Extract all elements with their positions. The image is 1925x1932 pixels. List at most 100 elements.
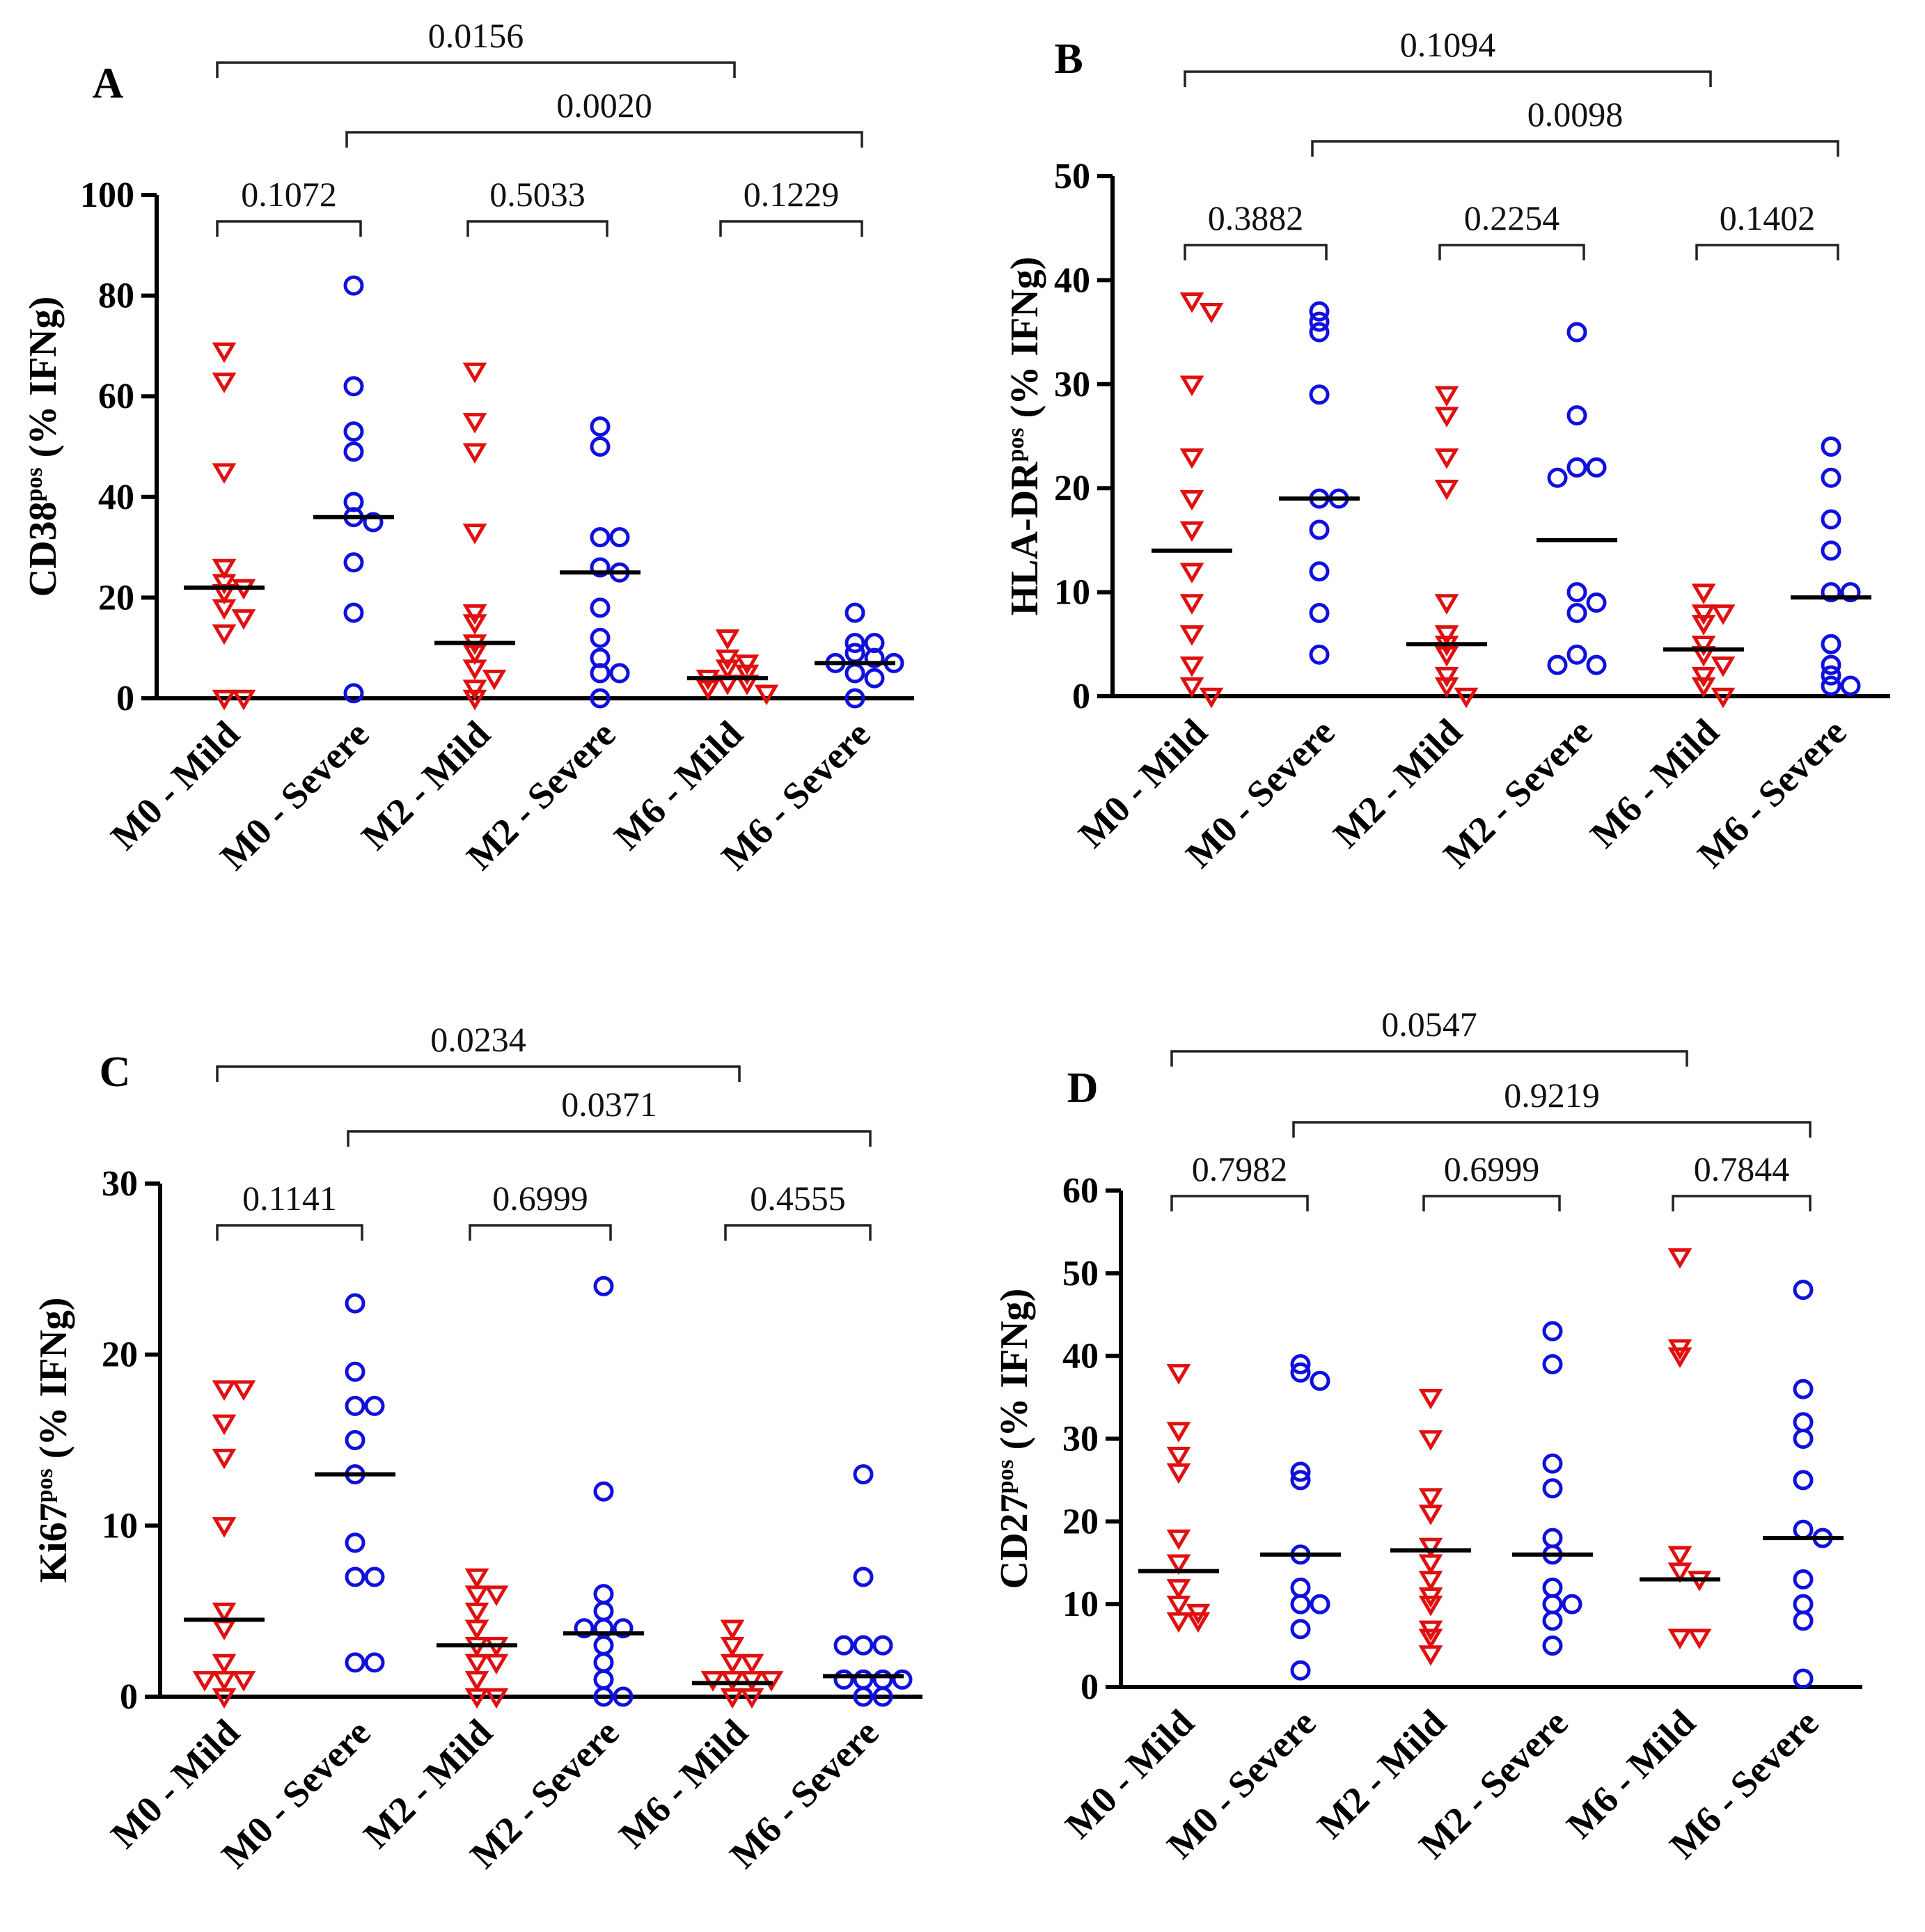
p-value-label: 0.1072 bbox=[241, 175, 337, 214]
data-point-severe bbox=[590, 557, 611, 578]
data-point-severe bbox=[1542, 1610, 1563, 1631]
data-point-severe bbox=[343, 275, 364, 296]
data-point-mild bbox=[212, 624, 237, 645]
data-point-mild bbox=[482, 669, 507, 691]
data-point-severe bbox=[1290, 1461, 1311, 1482]
data-point-severe bbox=[1309, 311, 1330, 332]
data-point-severe bbox=[1542, 1354, 1563, 1375]
data-point-severe bbox=[1586, 457, 1607, 478]
y-tick-label: 30 bbox=[102, 1164, 138, 1204]
y-axis-label-unit: (% IFNg) bbox=[1003, 257, 1046, 428]
data-point-severe bbox=[1542, 1527, 1563, 1548]
panel-letter: A bbox=[93, 60, 124, 107]
p-value-label: 0.7844 bbox=[1694, 1149, 1790, 1188]
data-point-severe bbox=[1290, 1594, 1311, 1615]
comparison-bracket bbox=[466, 220, 608, 237]
y-tick-label: 20 bbox=[98, 578, 134, 618]
data-point-mild bbox=[1434, 677, 1459, 698]
data-point-mild bbox=[1418, 1571, 1443, 1592]
comparison-bracket bbox=[216, 1065, 741, 1082]
data-point-mild bbox=[720, 1637, 745, 1658]
data-point-severe bbox=[844, 663, 865, 684]
data-point-mild bbox=[1166, 1364, 1191, 1385]
data-point-mild bbox=[1179, 375, 1204, 397]
data-point-severe bbox=[844, 632, 865, 653]
data-point-mild bbox=[462, 362, 487, 384]
data-point-mild bbox=[1179, 677, 1204, 698]
data-point-mild bbox=[1179, 563, 1204, 584]
data-point-mild bbox=[464, 1671, 489, 1692]
data-point-mild bbox=[1166, 1529, 1191, 1550]
data-point-mild bbox=[1179, 489, 1204, 511]
data-point-mild bbox=[231, 1671, 256, 1692]
data-point-severe bbox=[1793, 1610, 1814, 1631]
data-point-severe bbox=[1821, 634, 1841, 654]
y-tick-label: 60 bbox=[98, 377, 134, 416]
data-point-severe bbox=[1793, 1668, 1814, 1689]
comparison-bracket bbox=[1292, 1121, 1812, 1138]
comparison-bracket bbox=[1422, 1195, 1561, 1211]
comparison-bracket bbox=[1170, 1050, 1688, 1067]
data-point-mild bbox=[1691, 666, 1716, 688]
data-point-mild bbox=[1691, 615, 1716, 636]
y-tick-label: 0 bbox=[1081, 1667, 1099, 1707]
data-point-mild bbox=[1667, 1628, 1692, 1649]
data-point-severe bbox=[1821, 654, 1841, 675]
data-point-severe bbox=[1310, 1594, 1330, 1615]
data-point-severe bbox=[364, 1566, 385, 1587]
data-point-mild bbox=[1418, 1388, 1443, 1410]
data-point-mild bbox=[1199, 302, 1224, 324]
data-point-severe bbox=[1586, 592, 1607, 613]
data-point-severe bbox=[872, 1669, 893, 1690]
data-point-severe bbox=[833, 1635, 854, 1656]
data-point-mild bbox=[462, 644, 487, 666]
data-point-mild bbox=[739, 1671, 764, 1692]
data-point-mild bbox=[1434, 625, 1459, 646]
data-point-mild bbox=[464, 1688, 489, 1709]
data-point-mild bbox=[212, 1448, 237, 1470]
data-point-severe bbox=[363, 512, 384, 533]
data-point-severe bbox=[590, 597, 611, 618]
y-tick-label: 10 bbox=[1054, 573, 1090, 613]
data-point-mild bbox=[1166, 1595, 1191, 1617]
data-point-severe bbox=[844, 688, 865, 709]
y-tick-label: 10 bbox=[1062, 1585, 1099, 1624]
p-value-label: 0.1229 bbox=[744, 175, 840, 214]
data-point-severe bbox=[1821, 540, 1841, 561]
comparison-bracket bbox=[1184, 244, 1328, 260]
data-point-mild bbox=[1186, 1612, 1211, 1633]
data-point-mild bbox=[1179, 292, 1204, 313]
data-point-severe bbox=[593, 1669, 614, 1690]
y-tick-label: 40 bbox=[1054, 260, 1090, 300]
y-axis-label: Ki67pos (% IFNg) bbox=[32, 1297, 75, 1582]
data-point-mild bbox=[754, 684, 779, 706]
data-point-severe bbox=[1542, 1478, 1563, 1499]
data-point-mild bbox=[696, 680, 721, 700]
data-point-severe bbox=[1542, 1635, 1563, 1656]
y-axis-label: CD38pos (% IFNg) bbox=[22, 297, 65, 597]
data-point-severe bbox=[590, 688, 611, 709]
y-axis-label-main: Ki67 bbox=[32, 1502, 75, 1582]
data-point-severe bbox=[844, 602, 865, 623]
y-tick-label: 30 bbox=[1054, 365, 1090, 405]
data-point-mild bbox=[462, 524, 487, 544]
y-tick-label: 80 bbox=[98, 276, 134, 316]
data-point-severe bbox=[1542, 1321, 1563, 1342]
data-point-severe bbox=[1821, 509, 1841, 530]
data-point-mild bbox=[715, 659, 740, 680]
panel-letter: B bbox=[1054, 36, 1083, 83]
data-point-severe bbox=[1309, 644, 1330, 665]
comparison-bracket bbox=[216, 61, 736, 78]
y-axis-label-superscript: pos bbox=[32, 1468, 58, 1502]
data-point-severe bbox=[364, 1652, 385, 1673]
y-tick-label: 40 bbox=[1062, 1337, 1099, 1376]
y-tick-label: 0 bbox=[1072, 677, 1090, 716]
data-point-mild bbox=[484, 1585, 509, 1606]
comparison-bracket bbox=[345, 131, 863, 148]
data-point-severe bbox=[1566, 602, 1587, 623]
data-point-severe bbox=[345, 1430, 366, 1450]
comparison-bracket bbox=[724, 1224, 872, 1241]
data-point-severe bbox=[1547, 467, 1568, 488]
y-axis-label-main: HLA-DR bbox=[1003, 462, 1046, 615]
data-point-mild bbox=[759, 1671, 784, 1692]
